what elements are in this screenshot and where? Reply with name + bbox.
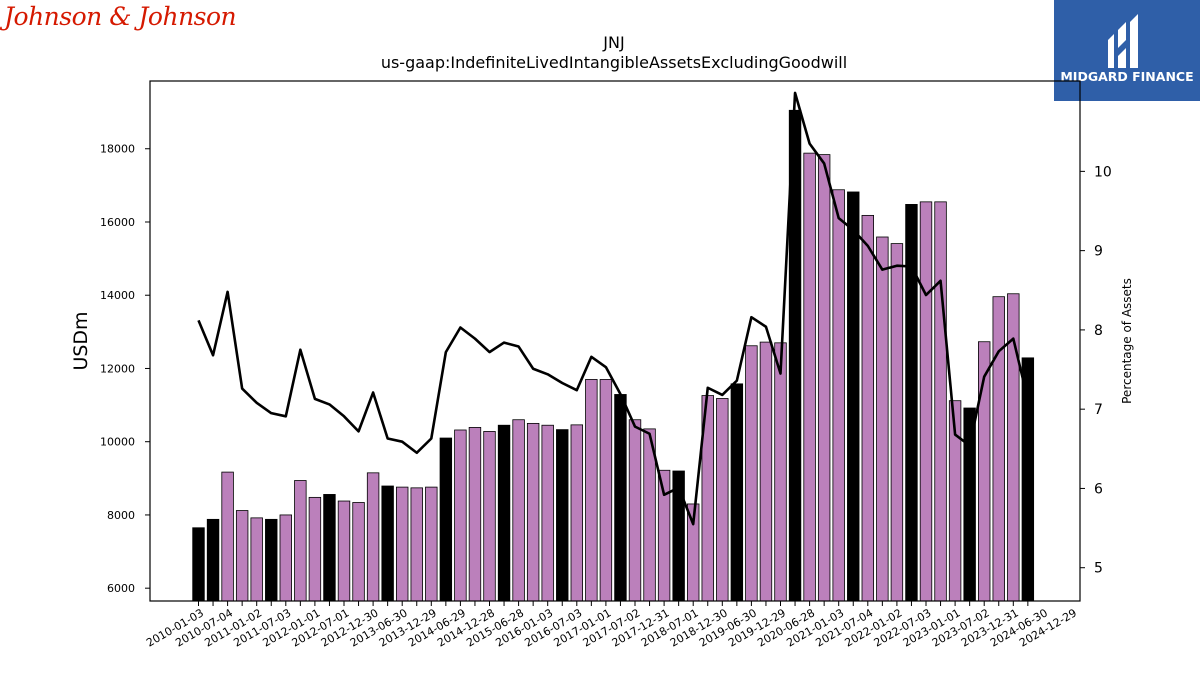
bar-2013-09-29 xyxy=(410,487,423,602)
bar-2011-04-03 xyxy=(265,518,278,602)
bar-2019-09-29 xyxy=(759,341,773,602)
bar-2019-06-30 xyxy=(745,345,758,602)
bar-2017-04-02 xyxy=(614,394,627,602)
bar-2022-04-03 xyxy=(905,204,918,602)
bar-2014-03-30 xyxy=(439,437,453,602)
bar-2012-07-01 xyxy=(337,500,351,602)
johnson-johnson-logo: Johnson & Johnson xyxy=(4,2,237,31)
bar-2012-04-01 xyxy=(323,494,336,602)
y-tick-label: 12000 xyxy=(100,362,135,375)
bar-2018-12-30 xyxy=(716,398,729,602)
y-tick-label: 14000 xyxy=(100,289,135,302)
badge-mark-cut xyxy=(1114,40,1126,60)
bar-2011-07-03 xyxy=(279,514,293,602)
y-axis-label: USDm xyxy=(70,311,92,370)
bar-2022-10-02 xyxy=(934,201,947,602)
bar-2019-12-29 xyxy=(774,342,787,602)
y-tick-label: 10000 xyxy=(100,436,135,449)
bar-2010-07-04 xyxy=(221,471,234,602)
bar-2021-10-03 xyxy=(876,236,889,602)
midgard-finance-logo: MIDGARD FINANCE xyxy=(1054,0,1200,101)
bar-2020-09-27 xyxy=(817,154,831,602)
y2-tick-label: 9 xyxy=(1094,244,1103,260)
y2-tick-label: 6 xyxy=(1094,481,1103,497)
bar-2021-07-04 xyxy=(861,214,875,602)
bar-2014-12-28 xyxy=(483,431,496,602)
badge-name: MIDGARD FINANCE xyxy=(1060,69,1193,84)
bar-2016-10-02 xyxy=(585,379,598,602)
bar-2016-04-03 xyxy=(556,429,569,602)
bar-2022-01-02 xyxy=(890,243,904,602)
bar-2014-09-28 xyxy=(468,427,482,602)
y-tick-label: 8000 xyxy=(107,509,135,522)
bar-2012-12-30 xyxy=(366,472,380,602)
y-tick-label: 6000 xyxy=(107,582,135,595)
badge-mark-right xyxy=(1130,14,1138,68)
plot-frame xyxy=(149,80,1081,602)
bar-2015-09-27 xyxy=(526,422,540,602)
chart-title: JNJ xyxy=(602,33,624,52)
y2-tick-label: 10 xyxy=(1094,164,1112,180)
bar-2015-03-29 xyxy=(497,424,511,602)
y-tick-label: 16000 xyxy=(100,216,135,229)
bar-2010-01-03 xyxy=(192,527,205,602)
bar-2016-01-03 xyxy=(541,424,554,602)
bar-2019-03-31 xyxy=(730,383,744,602)
bar-2021-04-04 xyxy=(847,191,860,602)
y-tick-label: 18000 xyxy=(100,143,135,156)
bar-2011-10-02 xyxy=(294,480,307,602)
bar-2021-01-03 xyxy=(832,189,845,602)
y2-axis-label: Percentage of Assets xyxy=(1120,278,1134,404)
badge-mark-left xyxy=(1108,34,1114,68)
bar-2016-07-03 xyxy=(570,424,584,602)
badge-background xyxy=(1054,0,1200,101)
bar-2015-06-28 xyxy=(512,419,525,602)
bar-2013-12-29 xyxy=(425,486,438,602)
bar-2010-10-03 xyxy=(235,510,249,602)
bar-2014-06-29 xyxy=(454,429,467,602)
y2-tick-label: 8 xyxy=(1094,323,1103,339)
bar-2011-01-02 xyxy=(250,517,263,602)
bar-2017-01-01 xyxy=(599,379,613,602)
bar-2023-10-01 xyxy=(992,296,1005,602)
percentage-line xyxy=(197,91,1030,526)
y2-tick-label: 5 xyxy=(1094,561,1103,577)
bar-2012-09-30 xyxy=(352,502,365,602)
bar-2022-07-03 xyxy=(919,201,933,602)
chart-subtitle: us-gaap:IndefiniteLivedIntangibleAssetsE… xyxy=(381,53,847,72)
y2-tick-label: 7 xyxy=(1094,402,1103,418)
bar-2017-07-02 xyxy=(628,419,642,602)
bar-2012-01-01 xyxy=(308,496,322,602)
bar-2013-03-31 xyxy=(381,485,394,602)
bar-2013-06-30 xyxy=(395,486,409,602)
bar-2010-04-04 xyxy=(206,518,220,602)
bar-2020-06-28 xyxy=(803,152,816,602)
bar-2023-04-02 xyxy=(963,407,976,602)
